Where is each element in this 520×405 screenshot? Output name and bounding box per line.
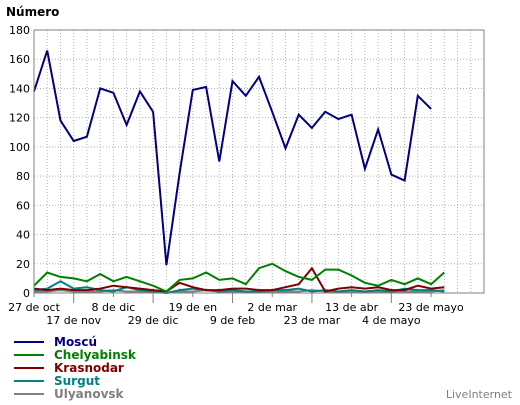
x-tick-label: 19 de en	[169, 301, 218, 314]
y-tick-label: 80	[16, 170, 30, 183]
y-tick-label: 60	[16, 199, 30, 212]
series-line-krasnodar	[33, 266, 445, 293]
y-tick-label: 40	[16, 229, 30, 242]
x-tick-label: 9 de feb	[210, 314, 255, 327]
y-tick-label: 20	[16, 258, 30, 271]
x-tick-label: 8 de dic	[91, 301, 135, 314]
series-line-chelyabinsk	[33, 262, 445, 293]
y-tick-label: 140	[9, 82, 30, 95]
x-tick-label: 17 de nov	[46, 314, 101, 327]
y-tick-label: 100	[9, 141, 30, 154]
legend-label: Moscú	[54, 335, 97, 349]
y-tick-label: 160	[9, 53, 30, 66]
legend-label: Ulyanovsk	[54, 387, 125, 401]
credit-label: LiveInternet	[446, 388, 513, 401]
x-tick-label: 4 de mayo	[362, 314, 421, 327]
series-line-moscú	[33, 50, 432, 266]
x-tick-label: 29 de dic	[128, 314, 179, 327]
x-tick-label: 23 de mayo	[398, 301, 464, 314]
y-tick-label: 180	[9, 24, 30, 37]
y-axis-label: Número	[6, 5, 59, 19]
legend-label: Krasnodar	[54, 361, 124, 375]
series-line-surgut	[33, 280, 445, 295]
y-tick-labels: 0 20 40 60 80 100 120 140 160 180	[9, 24, 30, 300]
x-tick-label: 13 de abr	[325, 301, 378, 314]
x-tick-label: 23 de mar	[284, 314, 341, 327]
grid	[33, 29, 485, 294]
x-tick-label: 2 de mar	[247, 301, 297, 314]
legend-label: Surgut	[54, 374, 100, 388]
x-tick-label: 27 de oct	[8, 301, 61, 314]
legend-label: Chelyabinsk	[54, 348, 137, 362]
series-lines	[33, 50, 445, 295]
plot-frame	[33, 29, 485, 294]
y-tick-label: 0	[23, 287, 30, 300]
y-tick-label: 120	[9, 112, 30, 125]
